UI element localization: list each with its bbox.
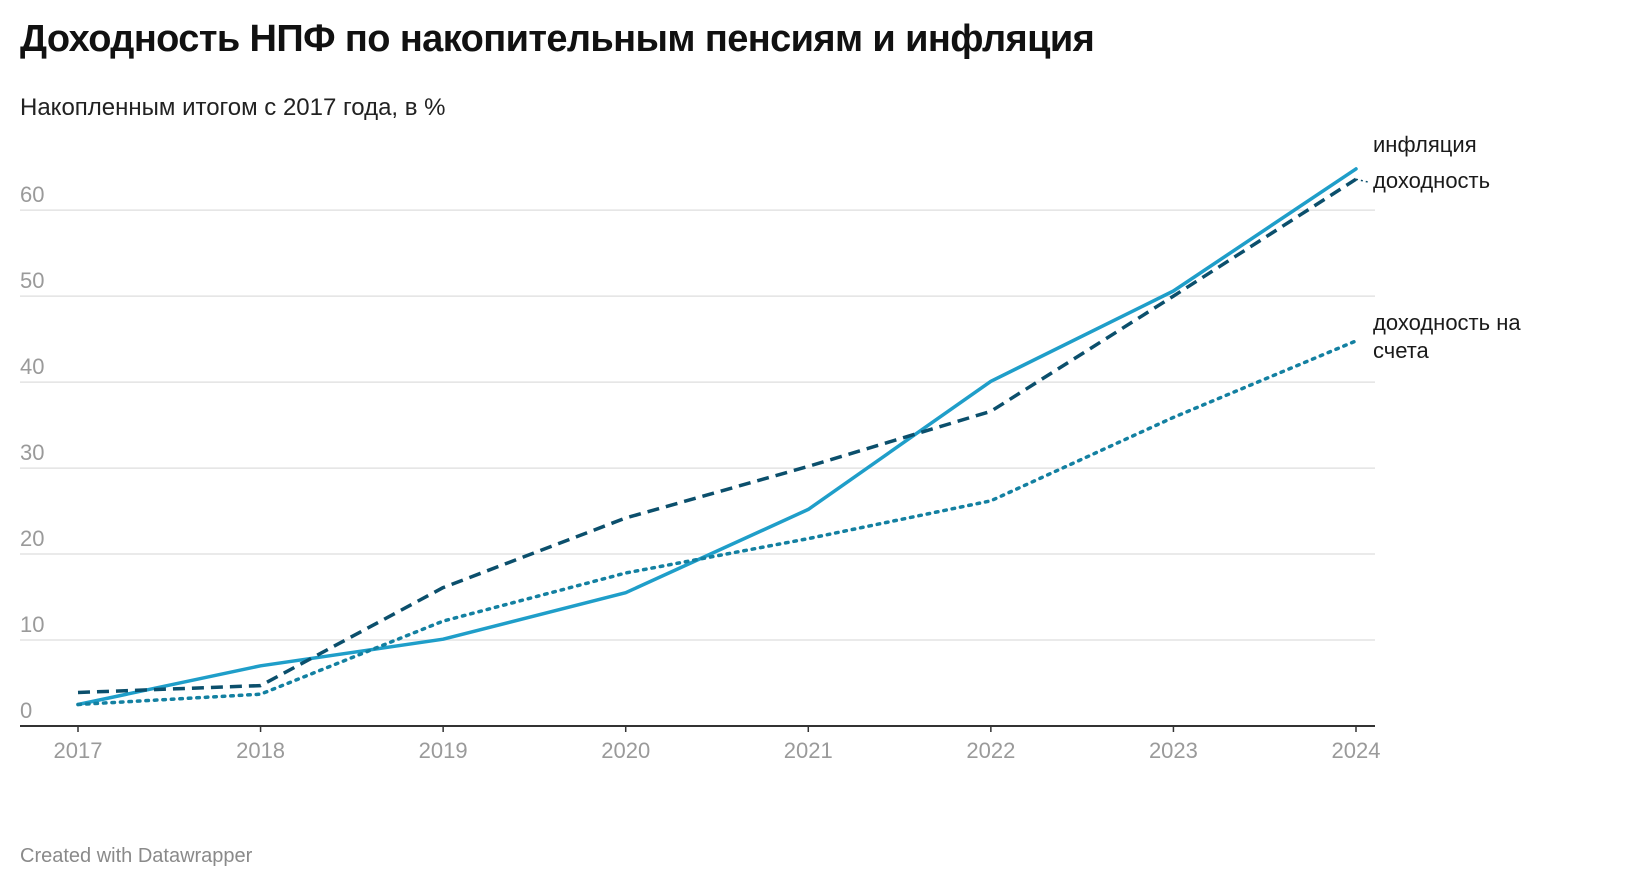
y-tick-label-0: 0: [20, 698, 32, 723]
x-tick-label-2021: 2021: [784, 738, 833, 763]
x-tick-label-2019: 2019: [419, 738, 468, 763]
x-axis: 2017 2018 2019 2020 2021 2022 2023 2024: [20, 725, 1381, 763]
series-1-line: [77, 177, 1357, 695]
y-tick-label-50: 50: [20, 268, 44, 293]
x-tick-label-2020: 2020: [601, 738, 650, 763]
y-tick-label-30: 30: [20, 440, 44, 465]
series-1-label-leader: [1355, 178, 1369, 183]
series-2-label-line-1: счета: [1373, 338, 1430, 363]
series-labels: инфляция доходность доходность на счета: [1355, 132, 1521, 363]
series-1-label-line-0: доходность: [1373, 168, 1490, 193]
gridlines: [20, 209, 1375, 641]
y-tick-label-40: 40: [20, 354, 44, 379]
y-tick-label-60: 60: [20, 182, 44, 207]
credit-footer: Created with Datawrapper: [20, 845, 253, 867]
series-0-label-line-0: инфляция: [1373, 132, 1477, 157]
series-2-label-line-0: доходность на: [1373, 310, 1521, 335]
x-tick-label-2024: 2024: [1332, 738, 1381, 763]
series-lines: [76, 167, 1358, 707]
series-2-line: [76, 339, 1358, 707]
y-tick-label-20: 20: [20, 526, 44, 551]
chart-subtitle: Накопленным итогом с 2017 года, в %: [20, 94, 446, 121]
x-tick-label-2023: 2023: [1149, 738, 1198, 763]
x-tick-label-2022: 2022: [966, 738, 1015, 763]
chart-title: Доходность НПФ по накопительным пенсиям …: [20, 18, 1095, 60]
y-axis: 0 10 20 30 40 50 60: [20, 182, 44, 723]
x-tick-label-2017: 2017: [54, 738, 103, 763]
series-0-line: [76, 167, 1358, 707]
y-tick-label-10: 10: [20, 612, 44, 637]
x-tick-label-2018: 2018: [236, 738, 285, 763]
